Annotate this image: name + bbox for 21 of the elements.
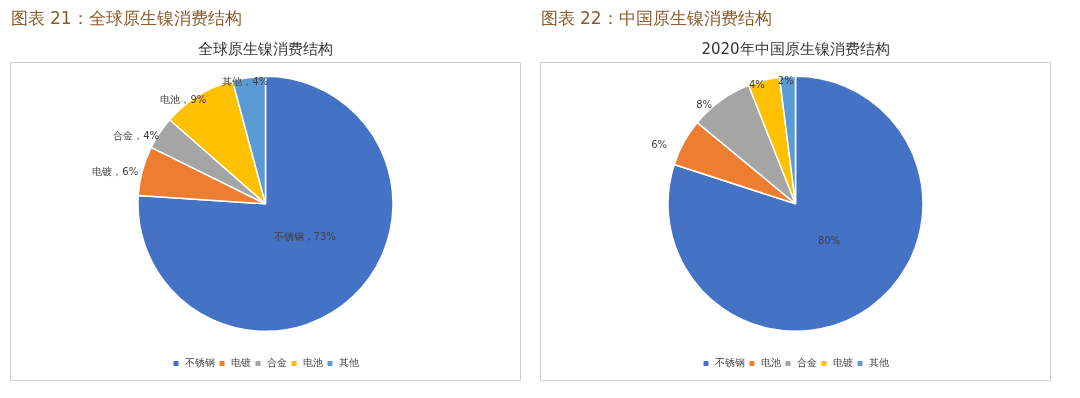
data-label: 6%: [651, 139, 668, 150]
legend-label: 其他: [338, 356, 359, 370]
data-label: 电镀，6%: [92, 166, 139, 178]
legend-label: 不锈钢: [184, 356, 215, 370]
chart-title: 图表 21：全球原生镍消费结构: [10, 7, 242, 28]
legend-label: 不锈钢: [714, 356, 745, 370]
chart-subtitle: 全球原生镍消费结构: [198, 39, 333, 58]
data-label: 不锈钢，73%: [273, 231, 336, 243]
legend-label: 合金: [796, 356, 817, 370]
legend-label: 电池: [302, 356, 323, 370]
legend-label: 合金: [266, 356, 287, 370]
legend-label: 电镀: [832, 356, 853, 370]
data-label: 80%: [818, 235, 841, 247]
chart-title: 图表 22：中国原生镍消费结构: [540, 7, 772, 28]
chart-subtitle: 2020年中国原生镍消费结构: [701, 39, 890, 58]
data-label: 8%: [696, 98, 713, 110]
data-label: 电池，9%: [160, 93, 207, 105]
data-label: 合金，4%: [113, 129, 160, 141]
legend-label: 其他: [868, 356, 889, 370]
legend-label: 电池: [760, 356, 781, 370]
legend-label: 电镀: [230, 356, 251, 370]
